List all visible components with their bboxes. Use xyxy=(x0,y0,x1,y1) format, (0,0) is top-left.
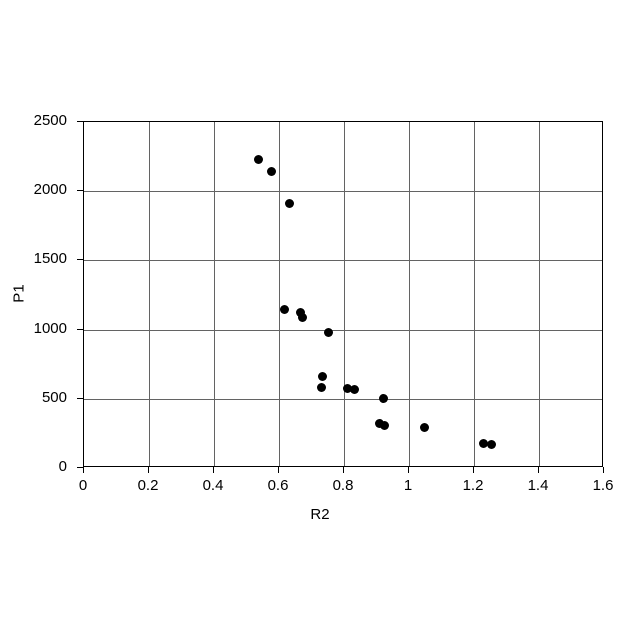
x-tick-mark xyxy=(83,467,84,473)
x-tick-label: 1 xyxy=(378,477,438,495)
x-tick-mark xyxy=(148,467,149,473)
gridline-horizontal xyxy=(84,330,602,331)
x-tick-mark xyxy=(603,467,604,473)
x-tick-label: 0.6 xyxy=(248,477,308,495)
y-tick-mark xyxy=(77,467,83,468)
gridline-horizontal xyxy=(84,191,602,192)
data-point xyxy=(280,305,289,314)
x-tick-mark xyxy=(213,467,214,473)
data-point xyxy=(298,313,307,322)
y-tick-label: 0 xyxy=(7,458,67,476)
data-point xyxy=(379,394,388,403)
x-tick-label: 1.2 xyxy=(443,477,503,495)
gridline-horizontal xyxy=(84,260,602,261)
x-tick-label: 0.2 xyxy=(118,477,178,495)
y-tick-mark xyxy=(77,398,83,399)
data-point xyxy=(350,385,359,394)
y-tick-mark xyxy=(77,121,83,122)
data-point xyxy=(285,199,294,208)
gridline-vertical xyxy=(409,122,410,466)
y-tick-label: 2000 xyxy=(7,181,67,199)
x-tick-label: 0.8 xyxy=(313,477,373,495)
gridline-vertical xyxy=(279,122,280,466)
data-point xyxy=(318,372,327,381)
gridline-vertical xyxy=(214,122,215,466)
data-point xyxy=(254,155,263,164)
x-tick-mark xyxy=(473,467,474,473)
data-point xyxy=(420,423,429,432)
y-tick-mark xyxy=(77,329,83,330)
y-tick-mark xyxy=(77,190,83,191)
y-tick-label: 500 xyxy=(7,389,67,407)
data-point xyxy=(380,421,389,430)
gridline-vertical xyxy=(539,122,540,466)
y-tick-mark xyxy=(77,259,83,260)
gridline-horizontal xyxy=(84,399,602,400)
x-tick-mark xyxy=(408,467,409,473)
x-tick-mark xyxy=(343,467,344,473)
scatter-chart: 00.20.40.60.811.21.41.6 0500100015002000… xyxy=(0,0,640,640)
x-tick-label: 0.4 xyxy=(183,477,243,495)
x-tick-label: 0 xyxy=(53,477,113,495)
x-tick-label: 1.6 xyxy=(573,477,633,495)
y-tick-label: 2500 xyxy=(7,112,67,130)
x-tick-mark xyxy=(538,467,539,473)
gridline-vertical xyxy=(474,122,475,466)
data-point xyxy=(324,328,333,337)
data-point xyxy=(267,167,276,176)
gridline-vertical xyxy=(149,122,150,466)
y-axis-title: P1 xyxy=(11,264,28,324)
x-axis-title: R2 xyxy=(0,506,640,523)
gridline-vertical xyxy=(344,122,345,466)
data-point xyxy=(487,440,496,449)
x-tick-mark xyxy=(278,467,279,473)
data-point xyxy=(317,383,326,392)
x-tick-label: 1.4 xyxy=(508,477,568,495)
plot-area xyxy=(83,121,603,467)
